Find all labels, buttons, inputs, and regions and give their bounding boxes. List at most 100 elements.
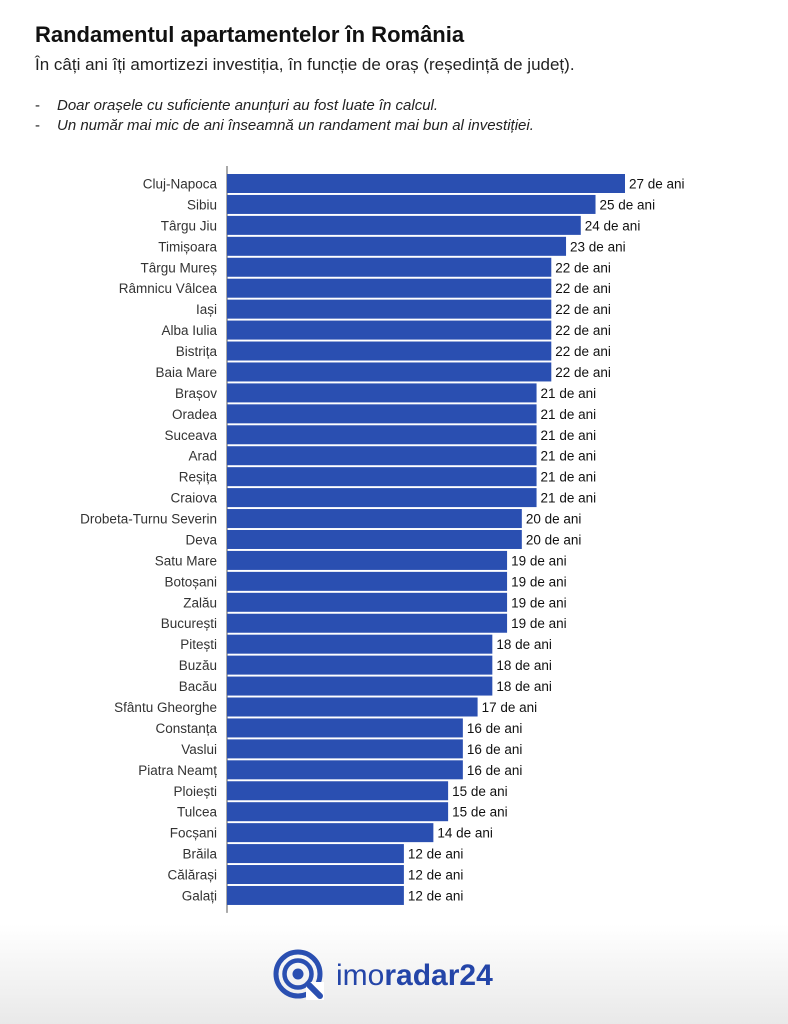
note-item: - Doar orașele cu suficiente anunțuri au … [35, 96, 534, 116]
data-label: 23 de ani [570, 239, 626, 254]
bar [227, 341, 552, 361]
category-label: Reșița [179, 470, 218, 485]
bar [227, 802, 449, 822]
brand-name-bold: radar24 [384, 959, 493, 992]
data-label: 17 de ani [482, 700, 538, 715]
chart-subtitle: În câți ani îți amortizezi investiția, î… [35, 55, 575, 74]
notes-list: - Doar orașele cu suficiente anunțuri au … [35, 96, 534, 136]
bar [227, 362, 552, 382]
bar [227, 676, 493, 696]
category-label: Arad [188, 449, 217, 464]
bar [227, 718, 463, 738]
data-label: 19 de ani [511, 595, 567, 610]
brand-logo[interactable]: imoradar24 [272, 946, 493, 1006]
bar [227, 174, 625, 193]
data-label: 22 de ani [555, 323, 611, 338]
bar [227, 383, 537, 403]
bar [227, 697, 478, 717]
bar [227, 739, 463, 759]
bar [227, 634, 493, 654]
data-label: 14 de ani [437, 826, 493, 841]
data-label: 12 de ani [408, 868, 464, 883]
bar-chart: Cluj-Napoca 27 de ani Sibiu 25 de ani Târgu … [80, 166, 685, 913]
category-label: Iași [196, 302, 217, 317]
data-label: 21 de ani [541, 407, 597, 422]
category-label: Focșani [170, 826, 217, 841]
category-label: Timișoara [158, 239, 217, 254]
data-label: 25 de ani [600, 197, 656, 212]
note-text: Doar orașele cu suficiente anunțuri au f… [57, 97, 439, 114]
data-label: 20 de ani [526, 532, 582, 547]
brand-name: imoradar24 [336, 959, 493, 993]
bar [227, 446, 537, 466]
note-text: Un număr mai mic de ani înseamnă un rand… [57, 117, 534, 134]
data-label: 18 de ani [496, 637, 552, 652]
bar [227, 404, 537, 424]
bar [227, 215, 581, 235]
category-label: Bistrița [176, 344, 218, 359]
category-label: București [161, 616, 217, 631]
data-label: 16 de ani [467, 721, 523, 736]
bar [227, 885, 404, 905]
bar [227, 278, 552, 298]
category-label: Alba Iulia [161, 323, 217, 338]
bar [227, 236, 567, 256]
data-label: 21 de ani [541, 428, 597, 443]
category-label: Baia Mare [155, 365, 217, 380]
category-label: Vaslui [181, 742, 217, 757]
bar [227, 257, 552, 277]
footer [0, 924, 788, 1024]
bar [227, 509, 522, 529]
data-label: 16 de ani [467, 763, 523, 778]
bar [227, 865, 404, 885]
category-label: Cluj-Napoca [143, 177, 218, 192]
bar [227, 655, 493, 675]
bar [227, 488, 537, 508]
category-label: Galați [182, 888, 217, 903]
category-label: Bacău [179, 679, 217, 694]
category-label: Brăila [182, 847, 217, 862]
data-label: 21 de ani [541, 386, 597, 401]
data-label: 22 de ani [555, 302, 611, 317]
category-label: Zalău [183, 595, 217, 610]
brand-name-light: imo [336, 959, 385, 992]
category-label: Buzău [179, 658, 217, 673]
bar [227, 550, 508, 570]
category-label: Tulcea [177, 805, 218, 820]
radar-logo-icon [273, 949, 324, 1000]
bar [227, 467, 537, 487]
data-label: 27 de ani [629, 177, 685, 192]
category-label: Sibiu [187, 197, 217, 212]
category-label: Suceava [164, 428, 217, 443]
category-label: Târgu Mureș [140, 260, 217, 275]
data-label: 22 de ani [555, 260, 611, 275]
data-label: 20 de ani [526, 512, 582, 527]
note-dash: - [35, 97, 40, 114]
category-label: Pitești [180, 637, 217, 652]
data-label: 19 de ani [511, 553, 567, 568]
data-label: 16 de ani [467, 742, 523, 757]
data-label: 21 de ani [541, 491, 597, 506]
bar [227, 781, 449, 801]
data-label: 21 de ani [541, 470, 597, 485]
note-item: - Un număr mai mic de ani înseamnă un ran… [35, 116, 534, 136]
category-label: Satu Mare [155, 553, 217, 568]
data-label: 19 de ani [511, 574, 567, 589]
bar [227, 194, 596, 214]
data-label: 15 de ani [452, 805, 508, 820]
category-label: Craiova [170, 491, 217, 506]
data-label: 21 de ani [541, 449, 597, 464]
data-label: 22 de ani [555, 344, 611, 359]
category-label: Botoșani [164, 574, 217, 589]
category-label: Ploiești [173, 784, 217, 799]
category-label: Călărași [167, 868, 217, 883]
data-label: 18 de ani [496, 658, 552, 673]
data-label: 22 de ani [555, 365, 611, 380]
category-label: Piatra Neamț [138, 763, 217, 778]
category-label: Oradea [172, 407, 218, 422]
category-label: Brașov [175, 386, 217, 401]
bar [227, 823, 434, 843]
data-label: 18 de ani [496, 679, 552, 694]
bar [227, 592, 508, 612]
data-label: 15 de ani [452, 784, 508, 799]
